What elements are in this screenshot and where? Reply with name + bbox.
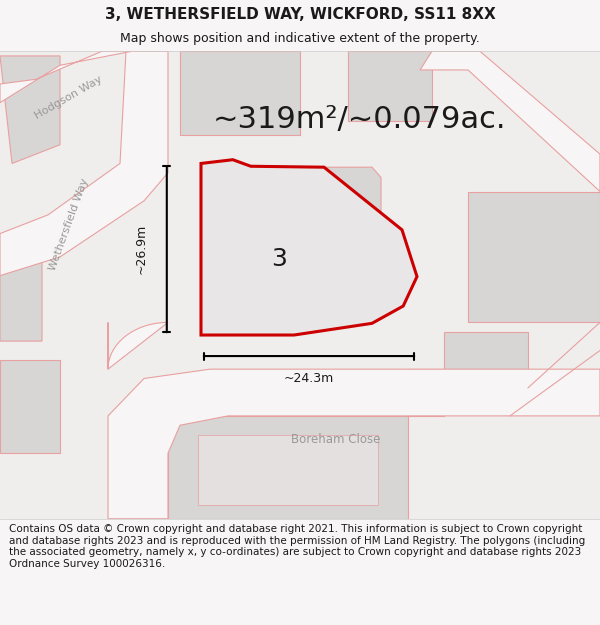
Polygon shape bbox=[408, 369, 444, 416]
Polygon shape bbox=[168, 416, 408, 519]
Text: Boreham Close: Boreham Close bbox=[292, 432, 380, 446]
Text: Hodgson Way: Hodgson Way bbox=[34, 74, 104, 121]
Polygon shape bbox=[348, 51, 432, 121]
Polygon shape bbox=[0, 51, 168, 276]
Polygon shape bbox=[420, 51, 600, 191]
Polygon shape bbox=[201, 160, 417, 335]
Polygon shape bbox=[0, 56, 60, 164]
Polygon shape bbox=[0, 238, 42, 341]
Text: 3, WETHERSFIELD WAY, WICKFORD, SS11 8XX: 3, WETHERSFIELD WAY, WICKFORD, SS11 8XX bbox=[104, 7, 496, 22]
Polygon shape bbox=[198, 434, 378, 505]
Text: Map shows position and indicative extent of the property.: Map shows position and indicative extent… bbox=[120, 32, 480, 45]
Polygon shape bbox=[444, 332, 528, 406]
Text: ~26.9m: ~26.9m bbox=[135, 224, 148, 274]
Text: ~24.3m: ~24.3m bbox=[284, 372, 334, 385]
Polygon shape bbox=[108, 322, 168, 369]
Polygon shape bbox=[324, 168, 381, 231]
Polygon shape bbox=[180, 51, 300, 136]
Polygon shape bbox=[0, 51, 132, 102]
Text: 3: 3 bbox=[271, 248, 287, 271]
Polygon shape bbox=[0, 360, 60, 453]
Polygon shape bbox=[108, 369, 600, 519]
Text: ~319m²/~0.079ac.: ~319m²/~0.079ac. bbox=[213, 104, 507, 134]
Text: Contains OS data © Crown copyright and database right 2021. This information is : Contains OS data © Crown copyright and d… bbox=[9, 524, 585, 569]
Polygon shape bbox=[468, 191, 600, 322]
Text: Wethersfield Way: Wethersfield Way bbox=[47, 177, 91, 272]
